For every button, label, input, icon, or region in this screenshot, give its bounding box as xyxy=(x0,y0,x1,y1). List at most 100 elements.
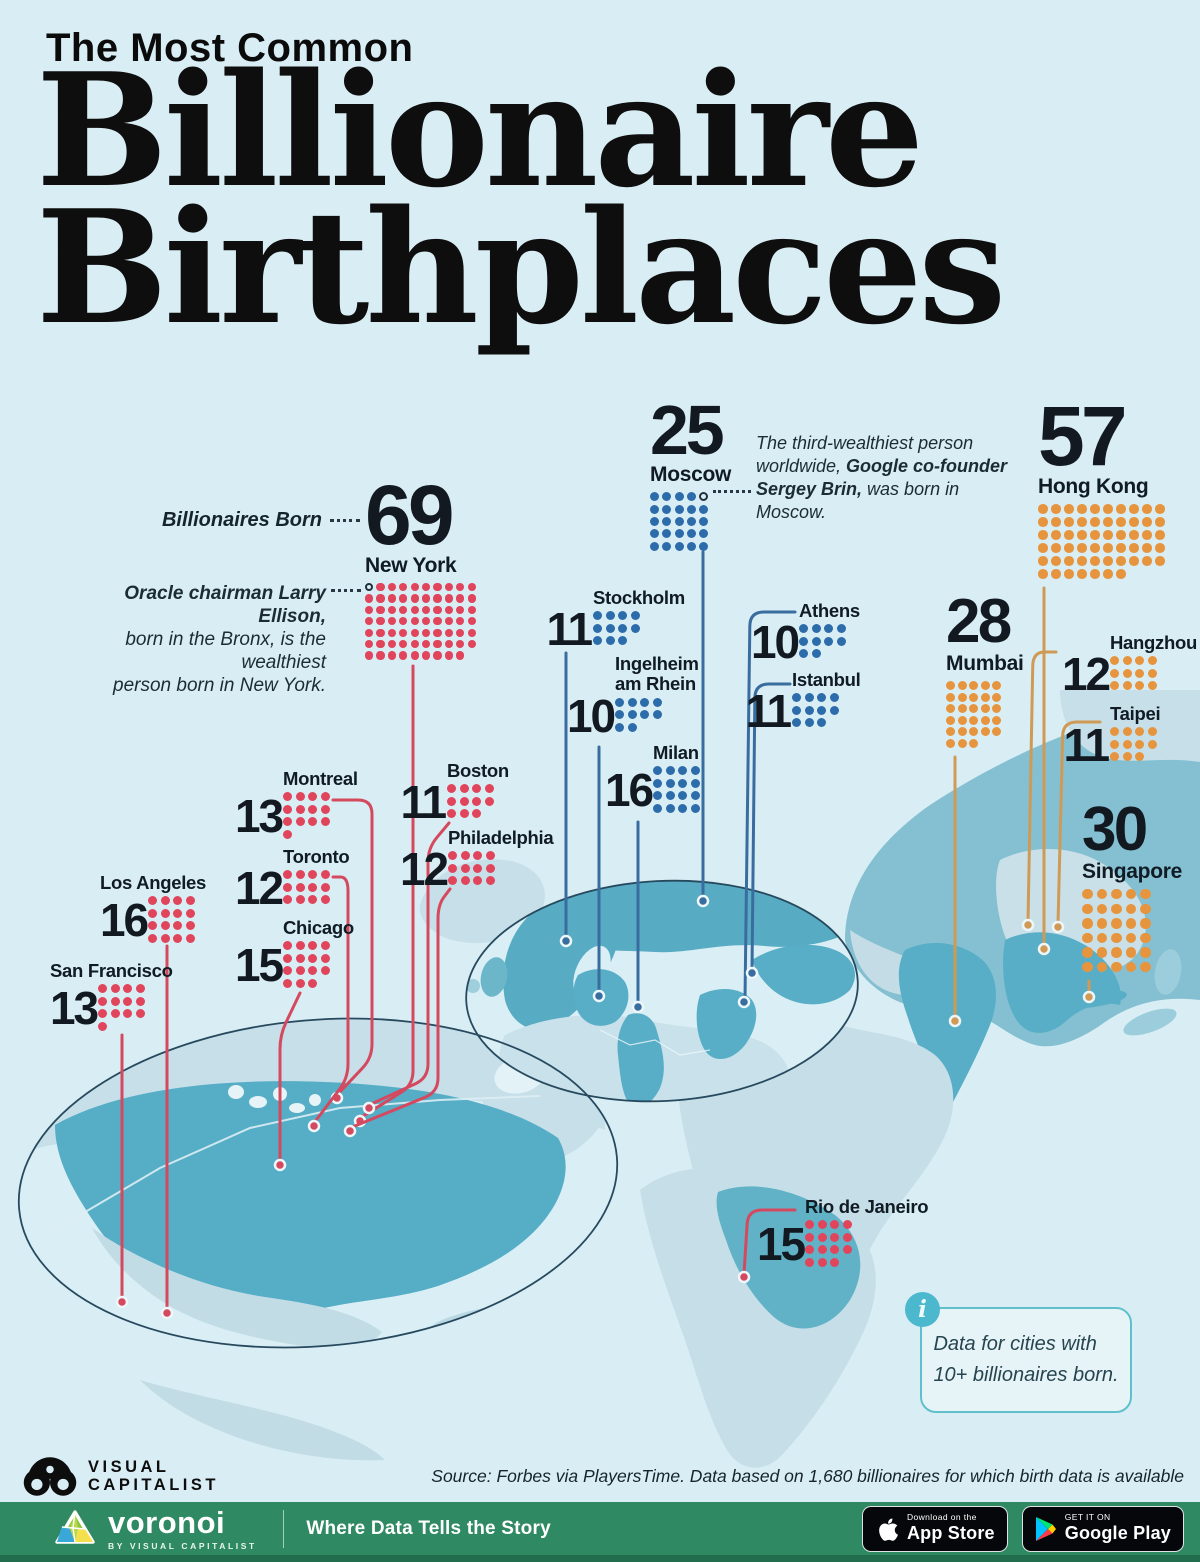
dot xyxy=(1111,918,1122,929)
dot xyxy=(1140,932,1151,944)
dot xyxy=(1135,739,1144,749)
dot xyxy=(627,722,637,732)
dot xyxy=(1110,656,1119,666)
dot-grid-taipei xyxy=(1110,727,1160,765)
dot-grid-athens xyxy=(799,624,849,662)
dot xyxy=(387,639,396,649)
dot xyxy=(957,704,967,714)
city-montreal: Montreal 13 xyxy=(235,768,358,842)
dot xyxy=(980,715,990,725)
connector-chicago xyxy=(278,991,302,1164)
dot xyxy=(387,628,396,637)
dot xyxy=(399,651,408,660)
dot xyxy=(460,876,470,886)
dot xyxy=(946,680,955,690)
dot xyxy=(1096,888,1108,900)
map-endpoint-athens xyxy=(737,995,751,1009)
map-endpoint-hong-kong xyxy=(1037,942,1051,956)
dot xyxy=(456,594,465,603)
highlighted-dot xyxy=(365,582,374,592)
dot xyxy=(1103,568,1113,579)
dot xyxy=(1111,903,1122,915)
dot xyxy=(1103,555,1113,566)
dot xyxy=(980,727,990,737)
dot xyxy=(160,921,170,931)
dot xyxy=(674,517,684,527)
dot xyxy=(1140,903,1151,915)
dot xyxy=(467,639,476,649)
dot-grid-chicago xyxy=(283,941,333,991)
dot xyxy=(992,704,1002,714)
city-los-angeles: Los Angeles 16 xyxy=(100,872,206,947)
dot xyxy=(1064,568,1074,579)
dot xyxy=(365,651,374,660)
dot xyxy=(957,692,967,702)
land-outside xyxy=(140,690,1200,1468)
app-store-text: Download on the App Store xyxy=(907,1513,995,1543)
dot xyxy=(957,738,967,748)
city-name-taipei: Taipei xyxy=(1110,703,1161,724)
dot xyxy=(805,1232,814,1242)
dot xyxy=(283,953,292,963)
connector-philadelphia xyxy=(348,887,452,1130)
dot xyxy=(295,895,305,905)
dot xyxy=(473,863,482,873)
annotation-sergey-brin: The third-wealthiest person worldwide, Go… xyxy=(756,433,1008,522)
dot xyxy=(605,636,615,646)
dot xyxy=(135,1009,145,1019)
app-store-big-text: App Store xyxy=(906,1522,995,1543)
dot xyxy=(98,1009,107,1019)
dot xyxy=(1116,542,1126,553)
city-value-los-angeles: 16 xyxy=(100,894,149,947)
dot xyxy=(123,1009,132,1019)
dot xyxy=(295,953,305,963)
dot xyxy=(946,692,955,702)
dot xyxy=(320,953,330,963)
dot xyxy=(817,1220,827,1230)
map-endpoint-boston xyxy=(362,1101,376,1115)
dot-grid-istanbul xyxy=(792,693,842,731)
dot xyxy=(804,705,814,715)
dot xyxy=(824,636,833,646)
dot xyxy=(410,582,419,592)
dot xyxy=(653,791,662,801)
dot xyxy=(444,617,453,626)
voronoi-wordmark: voronoi BY VISUAL CAPITALIST xyxy=(108,1507,257,1551)
dot xyxy=(946,715,955,725)
dot xyxy=(1090,503,1100,514)
dot xyxy=(615,710,624,720)
dot xyxy=(110,984,120,994)
google-play-badge[interactable]: GET IT ON Google Play xyxy=(1021,1505,1184,1552)
dot xyxy=(399,582,408,592)
connector-hangzhou xyxy=(1026,650,1058,924)
city-moscow: 25 Moscow xyxy=(650,395,731,554)
dot xyxy=(817,718,826,728)
dot xyxy=(1082,918,1093,929)
dot xyxy=(792,693,801,703)
dot xyxy=(123,984,132,994)
map-endpoint-san-francisco xyxy=(115,1295,129,1309)
dot xyxy=(1135,752,1144,762)
highlighted-dot xyxy=(699,492,709,502)
dot xyxy=(295,966,305,976)
city-name-rio-de-janeiro: Rio de Janeiro xyxy=(805,1196,929,1217)
map-endpoint-singapore xyxy=(1082,990,1096,1004)
dot xyxy=(842,1245,852,1255)
dot xyxy=(484,796,494,806)
dot xyxy=(690,803,700,813)
dot xyxy=(992,727,1002,737)
dot xyxy=(410,651,419,660)
dot xyxy=(421,582,431,592)
connector-toronto xyxy=(312,875,350,1125)
dot xyxy=(410,628,419,637)
dot xyxy=(376,651,385,660)
dot xyxy=(1082,888,1093,900)
dot xyxy=(946,738,955,748)
dot xyxy=(1122,739,1132,749)
dot xyxy=(295,882,305,892)
dot xyxy=(1129,555,1139,566)
app-store-badge[interactable]: Download on the App Store xyxy=(861,1505,1008,1552)
dot xyxy=(320,895,330,905)
city-stockholm: Stockholm 11 xyxy=(545,587,686,652)
